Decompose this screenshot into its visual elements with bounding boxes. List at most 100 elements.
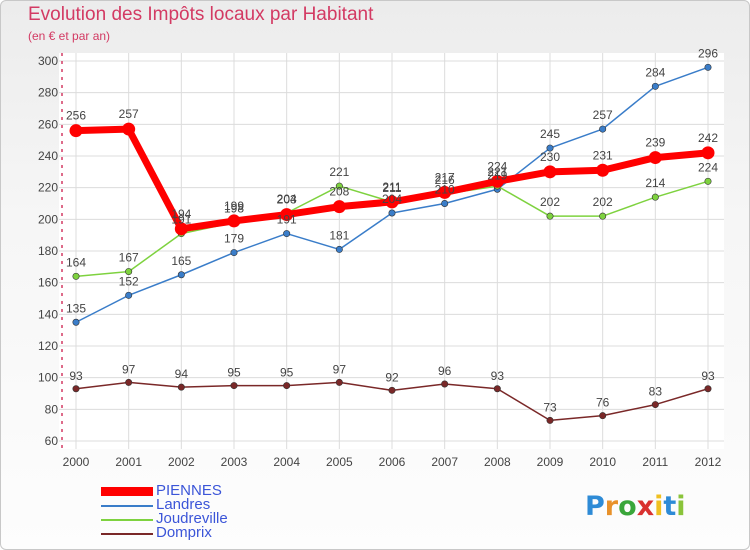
data-point xyxy=(72,385,80,393)
data-point xyxy=(704,385,712,393)
data-point xyxy=(651,193,659,201)
data-point xyxy=(441,380,449,388)
data-point xyxy=(438,185,452,199)
data-label: 191 xyxy=(171,213,191,227)
data-label: 296 xyxy=(698,46,718,60)
data-label: 179 xyxy=(224,232,244,246)
legend-swatch xyxy=(101,519,153,521)
data-point xyxy=(335,182,343,190)
legend-label: Landres xyxy=(156,496,211,513)
data-label: 211 xyxy=(382,180,401,194)
data-point xyxy=(227,214,241,228)
x-tick-label: 2000 xyxy=(63,455,90,469)
data-label: 221 xyxy=(329,165,349,179)
data-label: 202 xyxy=(540,195,560,209)
y-tick-label: 100 xyxy=(38,371,58,385)
data-point xyxy=(490,174,504,188)
x-tick-label: 2003 xyxy=(221,455,248,469)
y-tick-label: 140 xyxy=(38,307,58,321)
data-point xyxy=(283,382,291,390)
data-point xyxy=(441,200,449,208)
data-point xyxy=(177,271,185,279)
data-point xyxy=(599,125,607,133)
data-point xyxy=(651,401,659,409)
x-tick-label: 2006 xyxy=(379,455,406,469)
data-point xyxy=(283,230,291,238)
data-label: 284 xyxy=(645,65,665,79)
data-label: 97 xyxy=(333,362,347,376)
data-label: 219 xyxy=(487,168,507,182)
data-point xyxy=(335,378,343,386)
data-point xyxy=(704,63,712,71)
logo-letter: t xyxy=(663,491,677,522)
data-point xyxy=(546,416,554,424)
x-tick-label: 2008 xyxy=(484,455,511,469)
data-point xyxy=(546,144,554,152)
logo-letter: o xyxy=(618,491,637,522)
y-tick-label: 260 xyxy=(38,117,58,131)
data-label: 93 xyxy=(701,369,715,383)
data-point xyxy=(599,412,607,420)
chart-subtitle: (en € et par an) xyxy=(28,29,111,43)
data-point xyxy=(651,82,659,90)
proxiti-logo: Proxiti xyxy=(585,491,686,522)
y-tick-label: 300 xyxy=(38,54,58,68)
data-label: 167 xyxy=(119,251,139,265)
data-point xyxy=(704,177,712,185)
y-tick-label: 60 xyxy=(45,434,59,448)
data-label: 214 xyxy=(645,176,665,190)
data-label: 231 xyxy=(593,148,613,162)
data-point xyxy=(174,222,188,236)
data-point xyxy=(701,146,715,160)
data-label: 95 xyxy=(227,366,241,380)
data-label: 96 xyxy=(438,364,452,378)
x-tick-label: 2010 xyxy=(589,455,616,469)
data-point xyxy=(546,212,554,220)
legend-swatch xyxy=(101,487,153,496)
legend-label: PIENNES xyxy=(156,482,222,499)
data-point xyxy=(493,385,501,393)
logo-letter: x xyxy=(636,491,655,522)
data-label: 83 xyxy=(649,385,663,399)
data-label: 76 xyxy=(596,396,610,410)
y-tick-label: 180 xyxy=(38,244,58,258)
data-point xyxy=(122,122,136,136)
data-label: 165 xyxy=(171,254,191,268)
data-label: 204 xyxy=(382,192,402,206)
data-label: 239 xyxy=(645,136,665,150)
data-label: 224 xyxy=(487,159,507,173)
data-label: 199 xyxy=(224,199,244,213)
legend-swatch xyxy=(101,505,153,507)
data-label: 97 xyxy=(122,362,136,376)
logo-letter: i xyxy=(676,491,686,522)
y-tick-label: 280 xyxy=(38,86,58,100)
x-tick-label: 2002 xyxy=(168,455,195,469)
data-label: 216 xyxy=(435,173,455,187)
data-label: 164 xyxy=(66,255,86,269)
x-tick-label: 2007 xyxy=(431,455,458,469)
x-tick-label: 2001 xyxy=(115,455,142,469)
data-point xyxy=(72,318,80,326)
data-label: 204 xyxy=(277,192,297,206)
x-tick-label: 2005 xyxy=(326,455,353,469)
data-label: 93 xyxy=(491,369,505,383)
y-tick-label: 80 xyxy=(45,402,59,416)
x-tick-label: 2004 xyxy=(273,455,300,469)
logo-letter: i xyxy=(654,491,664,522)
data-label: 245 xyxy=(540,127,560,141)
data-point xyxy=(125,268,133,276)
data-label: 224 xyxy=(698,160,718,174)
data-label: 208 xyxy=(329,185,349,199)
data-label: 94 xyxy=(175,367,189,381)
chart-title: Evolution des Impôts locaux par Habitant xyxy=(28,4,374,25)
data-point xyxy=(125,291,133,299)
data-label: 203 xyxy=(277,193,297,207)
data-point xyxy=(596,163,610,177)
data-label: 202 xyxy=(593,195,613,209)
data-label: 191 xyxy=(277,213,297,227)
data-label: 211 xyxy=(382,181,401,195)
data-point xyxy=(69,124,83,138)
data-point xyxy=(72,272,80,280)
data-label: 93 xyxy=(69,369,83,383)
